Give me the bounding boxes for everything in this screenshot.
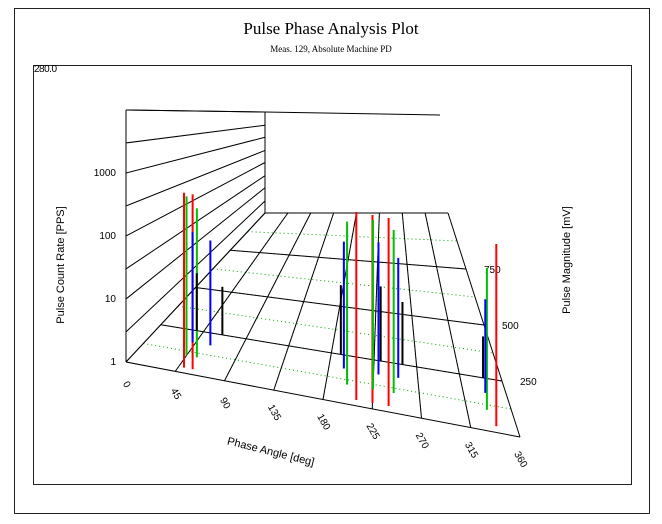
y-tick-label: 100: [99, 231, 116, 242]
z-max-label: 280.0: [34, 64, 57, 75]
wall-grid-line-minor: [125, 149, 266, 207]
y-tick-label: 1: [110, 357, 116, 368]
wall-grid-line: [125, 212, 266, 363]
wall-grid-line: [125, 109, 266, 113]
z-tick-label: 250: [520, 377, 537, 388]
wall-grid-line-minor: [125, 175, 266, 270]
wall-grid-line-minor: [125, 124, 266, 144]
y-tick-label: 10: [105, 294, 117, 305]
x-tick-label: 45: [168, 387, 183, 403]
x-tick-label: 270: [413, 431, 431, 451]
floor-grid-magnitude-solid: [195, 287, 485, 326]
wall-grid-line-minor: [125, 200, 266, 333]
x-tick-label: 90: [217, 396, 232, 412]
x-tick-label: 180: [314, 412, 332, 432]
back-wall-top: [264, 111, 441, 116]
y-tick-label: 1000: [94, 168, 117, 179]
x-tick-label: 360: [511, 450, 529, 470]
z-axis-label: Pulse Magnitude [mV]: [561, 206, 573, 314]
x-tick-label: 135: [265, 403, 283, 423]
z-tick-label: 500: [502, 321, 519, 332]
x-tick-label: 0: [120, 380, 133, 391]
wall-grid-line: [125, 136, 266, 174]
chart-frame: [14, 8, 650, 514]
x-tick-label: 225: [363, 422, 381, 442]
wall-grid-line: [125, 162, 266, 237]
wall-grid-line: [125, 187, 266, 300]
floor-grid-magnitude-solid: [230, 249, 467, 270]
floor-grid-magnitude-solid: [160, 324, 503, 382]
floor-front-edge: [125, 361, 521, 438]
y-axis-label: Pulse Count Rate [PPS]: [55, 206, 67, 323]
x-axis-label: Phase Angle [deg]: [226, 435, 316, 468]
plot-area: [33, 65, 632, 485]
x-tick-label: 315: [462, 440, 480, 460]
chart-title: Pulse Phase Analysis Plot: [243, 19, 419, 38]
z-tick-label: 750: [484, 265, 501, 276]
chart-subtitle: Meas. 129, Absolute Machine PD: [270, 44, 392, 54]
